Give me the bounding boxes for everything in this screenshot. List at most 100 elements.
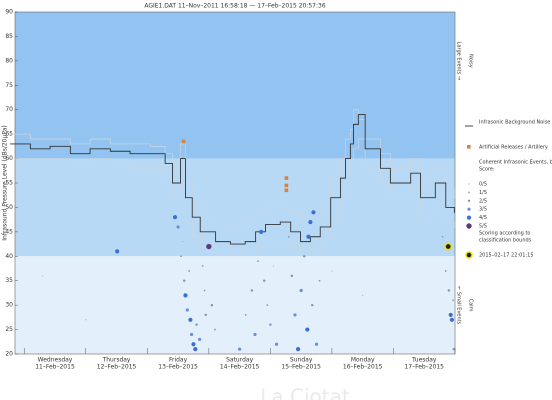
event-point [295,347,301,352]
event-point [201,265,204,267]
legend-label: Infrasonic Background Noise [479,120,550,126]
event-point [185,308,189,312]
event-point [305,327,310,332]
y-tick-label: 35 [5,277,13,284]
event-point [238,347,242,351]
event-point [203,289,206,292]
x-tick-label: Thursday [102,357,131,364]
event-point [244,314,247,316]
y-tick-label: 75 [5,82,13,89]
legend-swatch [467,145,471,149]
legend-dot [467,199,471,202]
legend-label: Scoring according to classification bound… [479,230,532,243]
legend-label: 5/5 [479,224,487,230]
x-tick-label: Monday [351,357,375,364]
artillery-point [284,176,289,180]
event-point [183,293,188,298]
event-point [452,347,455,351]
event-point [274,342,279,346]
x-tick-date: 11–Feb–2015 [35,364,75,371]
event-point [269,323,272,326]
event-point [318,279,321,282]
legend-dot [468,191,470,194]
event-point [190,332,194,337]
y-tick-label: 25 [5,326,13,333]
legend-dot [466,215,472,220]
band [15,12,455,159]
event-point [362,294,364,296]
x-tick-date: 12–Feb–2015 [97,364,137,371]
event-point [85,319,87,321]
y-tick-label: 90 [5,9,13,16]
side-label: ← Small Events [456,286,462,325]
event-point [210,303,214,307]
x-tick-date: 14–Feb–2015 [220,364,260,371]
legend-dot [466,223,472,229]
event-point [303,255,306,258]
event-point [308,219,313,225]
event-point [452,299,455,302]
event-point [331,270,333,272]
side-label: Calm [468,299,474,312]
event-point [287,235,290,238]
y-tick-label: 20 [5,351,13,358]
event-point [214,328,216,331]
x-tick-date: 16–Feb–2015 [343,364,383,371]
legend-label: Coherent Infrasonic Events, by Score: [479,159,552,172]
legend-dot [468,183,470,185]
y-tick-label: 65 [5,131,13,138]
event-point [441,235,444,238]
x-tick-date: 17–Feb–2015 [404,364,444,371]
y-tick-label: 70 [5,106,13,113]
legend-label: 0/5 [479,182,487,188]
event-point [204,313,207,317]
legend-label: 2015–02–17 22:01:15 [479,253,534,259]
y-tick-label: 55 [5,180,13,187]
event-point [449,317,455,322]
x-tick-date: 15–Feb–2015 [281,364,321,371]
event-point [290,274,294,278]
legend-label: 4/5 [479,215,487,221]
y-tick-label: 50 [5,204,13,211]
event-point [314,342,319,346]
y-tick-label: 40 [5,253,13,260]
event-point [272,265,275,267]
event-point [183,279,186,282]
y-tick-label: 30 [5,302,13,309]
event-point [176,225,180,229]
x-tick-label: Saturday [226,357,253,364]
legend-label: Artificial Releases / Artillery [479,145,548,151]
legend-highlight [465,251,473,259]
event-point [448,312,453,318]
y-axis-label: Infrasound Pressure Level (dBs/20μPa) [2,125,9,240]
event-point [195,323,198,326]
event-point [188,270,191,272]
event-point [191,342,196,347]
artillery-point [284,188,289,193]
event-point [257,260,259,263]
event-point [444,270,447,272]
watermark: La Ciotat [260,385,350,400]
x-tick-label: Sunday [290,357,313,364]
event-point [263,279,266,282]
side-label: Large Events → [456,42,462,80]
artillery-point [181,139,186,144]
event-point [42,275,44,277]
event-point [259,229,264,234]
event-point [250,289,254,292]
band [15,158,455,257]
side-label: Noisy [468,54,474,68]
event-point [311,303,314,307]
noise-line [10,138,455,255]
event-point [266,304,269,307]
x-tick-date: 13–Feb–2015 [158,364,198,371]
event-point [299,288,303,293]
y-tick-label: 45 [5,228,13,235]
event-point [311,210,316,215]
noise-line [10,114,455,245]
event-point [293,313,297,317]
event-point [188,317,193,322]
legend-label: 3/5 [479,207,487,213]
